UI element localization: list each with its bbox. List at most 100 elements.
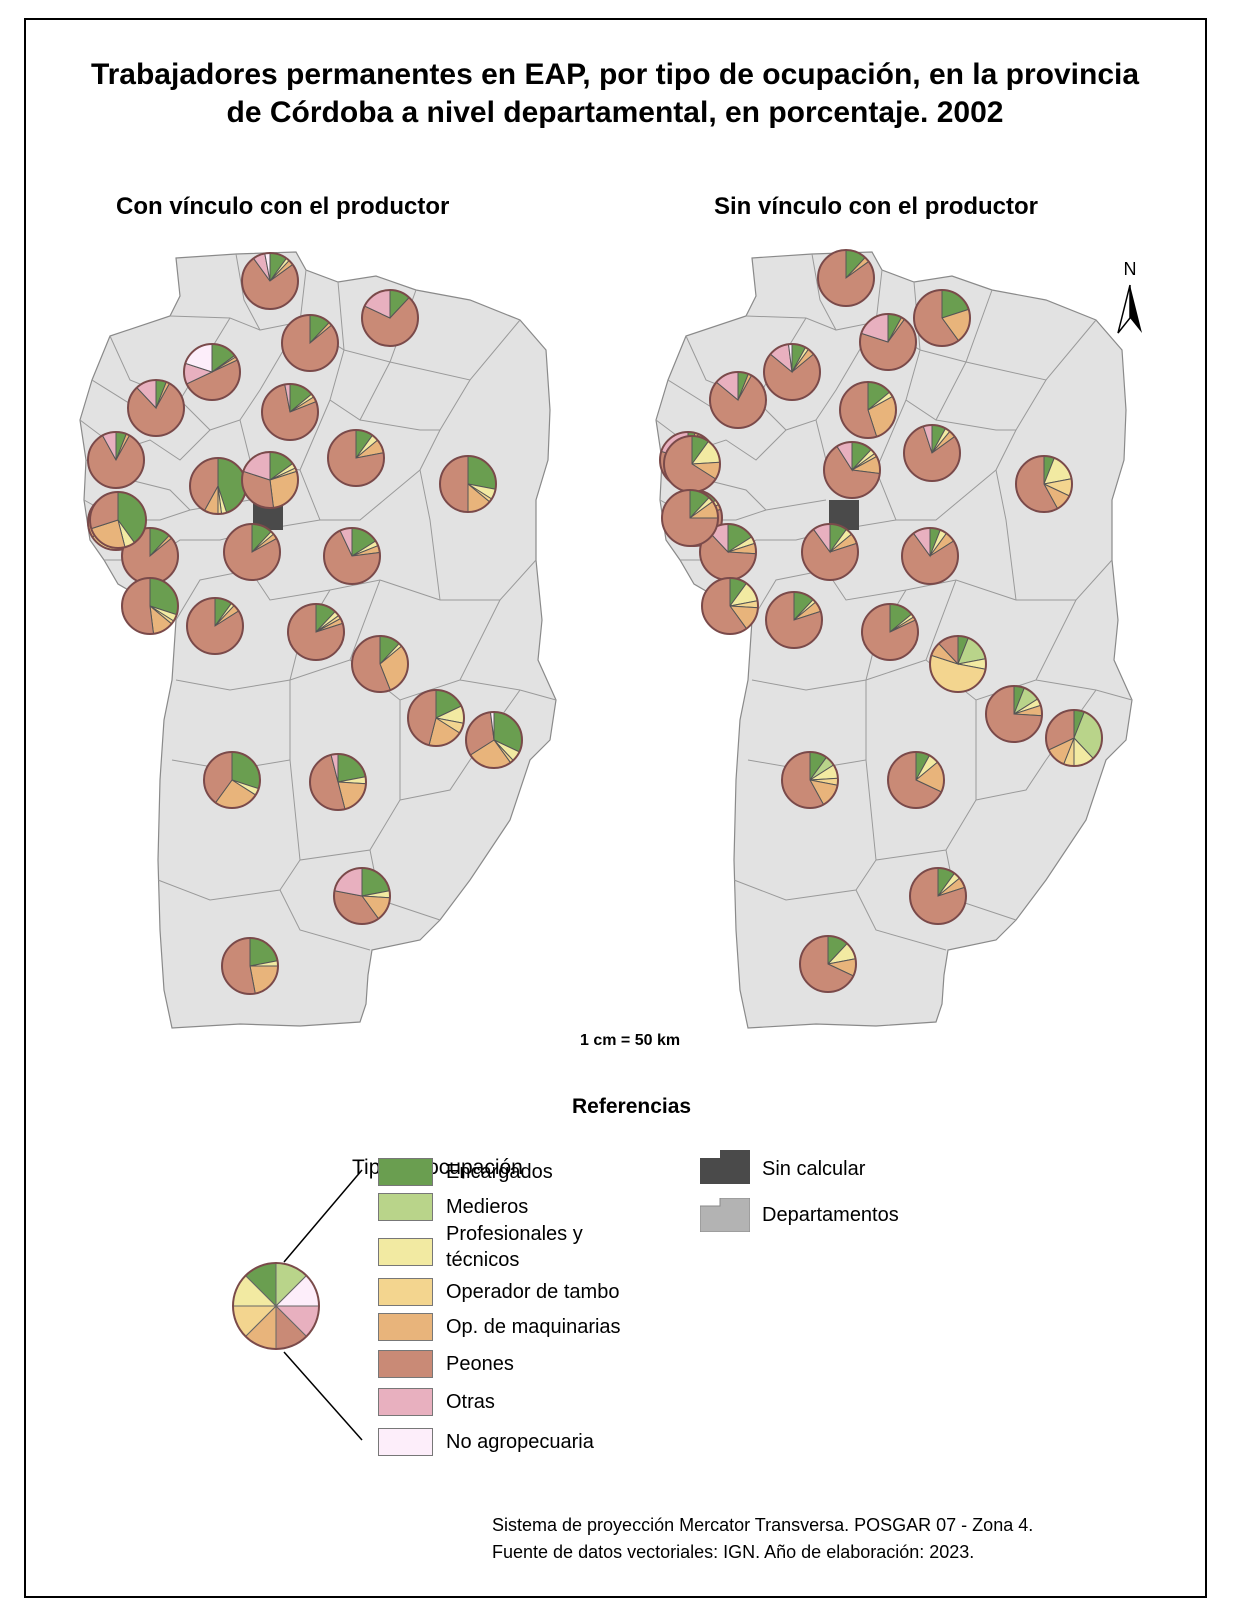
pie-outline — [287, 603, 345, 661]
departamentos-label: Departamentos — [762, 1204, 899, 1226]
pie-outline — [327, 429, 385, 487]
scale-label: 1 cm = 50 km — [580, 1032, 681, 1049]
pie-right-10 — [1015, 455, 1073, 513]
pie-outline — [839, 381, 897, 439]
pie-left-2 — [361, 289, 419, 347]
pie-outline — [763, 343, 821, 401]
legend-label: Peones — [446, 1353, 514, 1375]
pie-left-5 — [127, 379, 185, 437]
pie-outline — [661, 489, 719, 547]
map-frame — [24, 18, 1207, 1598]
pie-left-4 — [183, 343, 241, 401]
legend-label: No agropecuaria — [446, 1431, 594, 1453]
pie-left-23 — [309, 753, 367, 811]
legend-label: Medieros — [446, 1196, 529, 1218]
pie-outline — [261, 383, 319, 441]
pie-outline — [241, 252, 299, 310]
pie-left-15 — [323, 527, 381, 585]
pie-left-1 — [241, 252, 299, 310]
pie-right-9 — [903, 424, 961, 482]
pie-outline — [709, 371, 767, 429]
pie-outline — [861, 603, 919, 661]
pie-outline — [241, 451, 299, 509]
legend-pie-outline — [232, 1262, 320, 1350]
page-title: Trabajadores permanentes en EAP, por tip… — [40, 56, 1190, 132]
pie-left-18 — [287, 603, 345, 661]
references-title: Referencias — [572, 1095, 692, 1118]
pie-outline — [323, 527, 381, 585]
pies-right — [659, 249, 1103, 993]
legend-swatch — [378, 1278, 433, 1306]
pie-right-18 — [861, 603, 919, 661]
legend-label: Operador de tambo — [446, 1281, 620, 1303]
pie-left-26 — [89, 491, 147, 549]
title-line-2: de Córdoba a nivel departamental, en por… — [226, 96, 1004, 129]
legend-label: Op. de maquinarias — [446, 1316, 621, 1338]
pie-outline — [223, 523, 281, 581]
pie-right-19 — [985, 685, 1043, 743]
pie-right-17 — [765, 591, 823, 649]
legend-swatch — [378, 1158, 433, 1186]
pie-left-11 — [439, 455, 497, 513]
pie-right-2 — [913, 289, 971, 347]
pie-left-20 — [407, 689, 465, 747]
pie-right-6 — [839, 381, 897, 439]
pie-right-21 — [781, 751, 839, 809]
pie-outline — [781, 751, 839, 809]
pie-outline — [465, 711, 523, 769]
pie-right-3 — [859, 313, 917, 371]
pie-left-21 — [465, 711, 523, 769]
pie-outline — [901, 527, 959, 585]
legend-swatch — [378, 1238, 433, 1266]
pie-left-3 — [281, 314, 339, 372]
north-label: N — [1124, 259, 1137, 279]
pie-left-6 — [261, 383, 319, 441]
pie-right-11 — [929, 635, 987, 693]
legend-pie-slices — [232, 1262, 320, 1350]
pie-outline — [361, 289, 419, 347]
pie-outline — [281, 314, 339, 372]
legend-pie — [232, 1169, 363, 1441]
pie-outline — [817, 249, 875, 307]
pie-outline — [127, 379, 185, 437]
pie-outline — [887, 751, 945, 809]
pie-right-8 — [823, 441, 881, 499]
pie-outline — [351, 635, 409, 693]
pie-outline — [859, 313, 917, 371]
legend-label-line1: Profesionales y — [446, 1223, 583, 1245]
pie-left-19 — [351, 635, 409, 693]
legend-swatch — [378, 1350, 433, 1378]
legend-swatch — [378, 1428, 433, 1456]
source-note: Sistema de proyección Mercator Transvers… — [492, 1512, 1033, 1566]
map-right-title: Sin vínculo con el productor — [714, 193, 1039, 220]
pie-outline — [1045, 709, 1103, 767]
pie-left-16 — [121, 577, 179, 635]
pie-right-26 — [661, 489, 719, 547]
legend-swatch — [378, 1388, 433, 1416]
departamentos-swatch — [700, 1198, 750, 1232]
pie-outline — [799, 935, 857, 993]
pie-right-25 — [663, 435, 721, 493]
pie-outline — [186, 597, 244, 655]
pie-left-17 — [186, 597, 244, 655]
legend-swatch — [378, 1313, 433, 1341]
pie-outline — [203, 751, 261, 809]
source-line-2: Fuente de datos vectoriales: IGN. Año de… — [492, 1542, 975, 1562]
map-left-title: Con vínculo con el productor — [116, 193, 450, 220]
pie-right-22 — [887, 751, 945, 809]
legend-swatch — [378, 1193, 433, 1221]
source-line-1: Sistema de proyección Mercator Transvers… — [492, 1515, 1034, 1535]
pie-outline — [985, 685, 1043, 743]
legend-label: Encargados — [446, 1161, 553, 1183]
sin-calcular-swatch — [700, 1150, 750, 1184]
pie-outline — [903, 424, 961, 482]
pie-outline — [407, 689, 465, 747]
pie-left-22 — [203, 751, 261, 809]
pie-outline — [183, 343, 241, 401]
pie-right-23 — [909, 867, 967, 925]
pie-left-8 — [189, 457, 247, 515]
pie-outline — [309, 753, 367, 811]
legend-label: Otras — [446, 1391, 495, 1413]
pie-right-4 — [763, 343, 821, 401]
